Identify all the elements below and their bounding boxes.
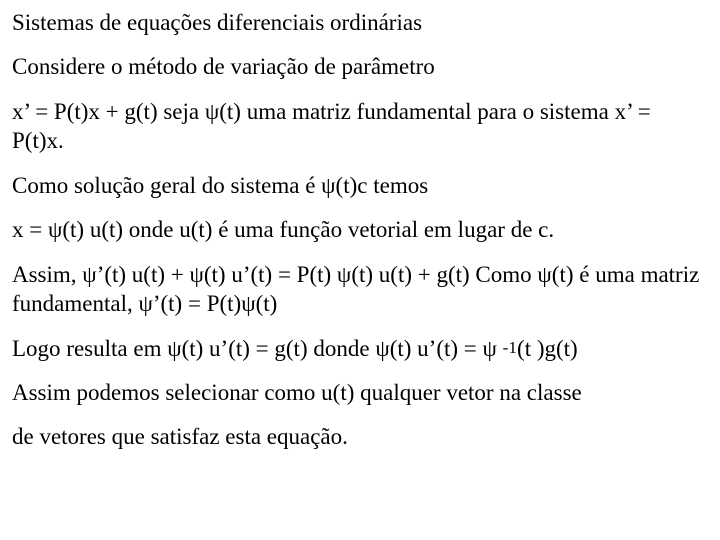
paragraph: Logo resulta em ψ(t) u’(t) = g(t) donde … [12,334,708,363]
title-line: Sistemas de equações diferenciais ordiná… [12,8,708,37]
paragraph: Como solução geral do sistema é ψ(t)c te… [12,171,708,200]
paragraph: x’ = P(t)x + g(t) seja ψ(t) uma matriz f… [12,97,708,156]
text-run: Logo resulta em ψ(t) u’(t) = g(t) donde … [12,336,503,361]
superscript: -1 [503,338,517,357]
paragraph: x = ψ(t) u(t) onde u(t) é uma função vet… [12,215,708,244]
text-run: (t )g(t) [517,336,578,361]
paragraph: de vetores que satisfaz esta equação. [12,422,708,451]
paragraph: Assim podemos selecionar como u(t) qualq… [12,378,708,407]
paragraph: Considere o método de variação de parâme… [12,52,708,81]
document-page: Sistemas de equações diferenciais ordiná… [0,0,720,452]
paragraph: Assim, ψ’(t) u(t) + ψ(t) u’(t) = P(t) ψ(… [12,260,708,319]
